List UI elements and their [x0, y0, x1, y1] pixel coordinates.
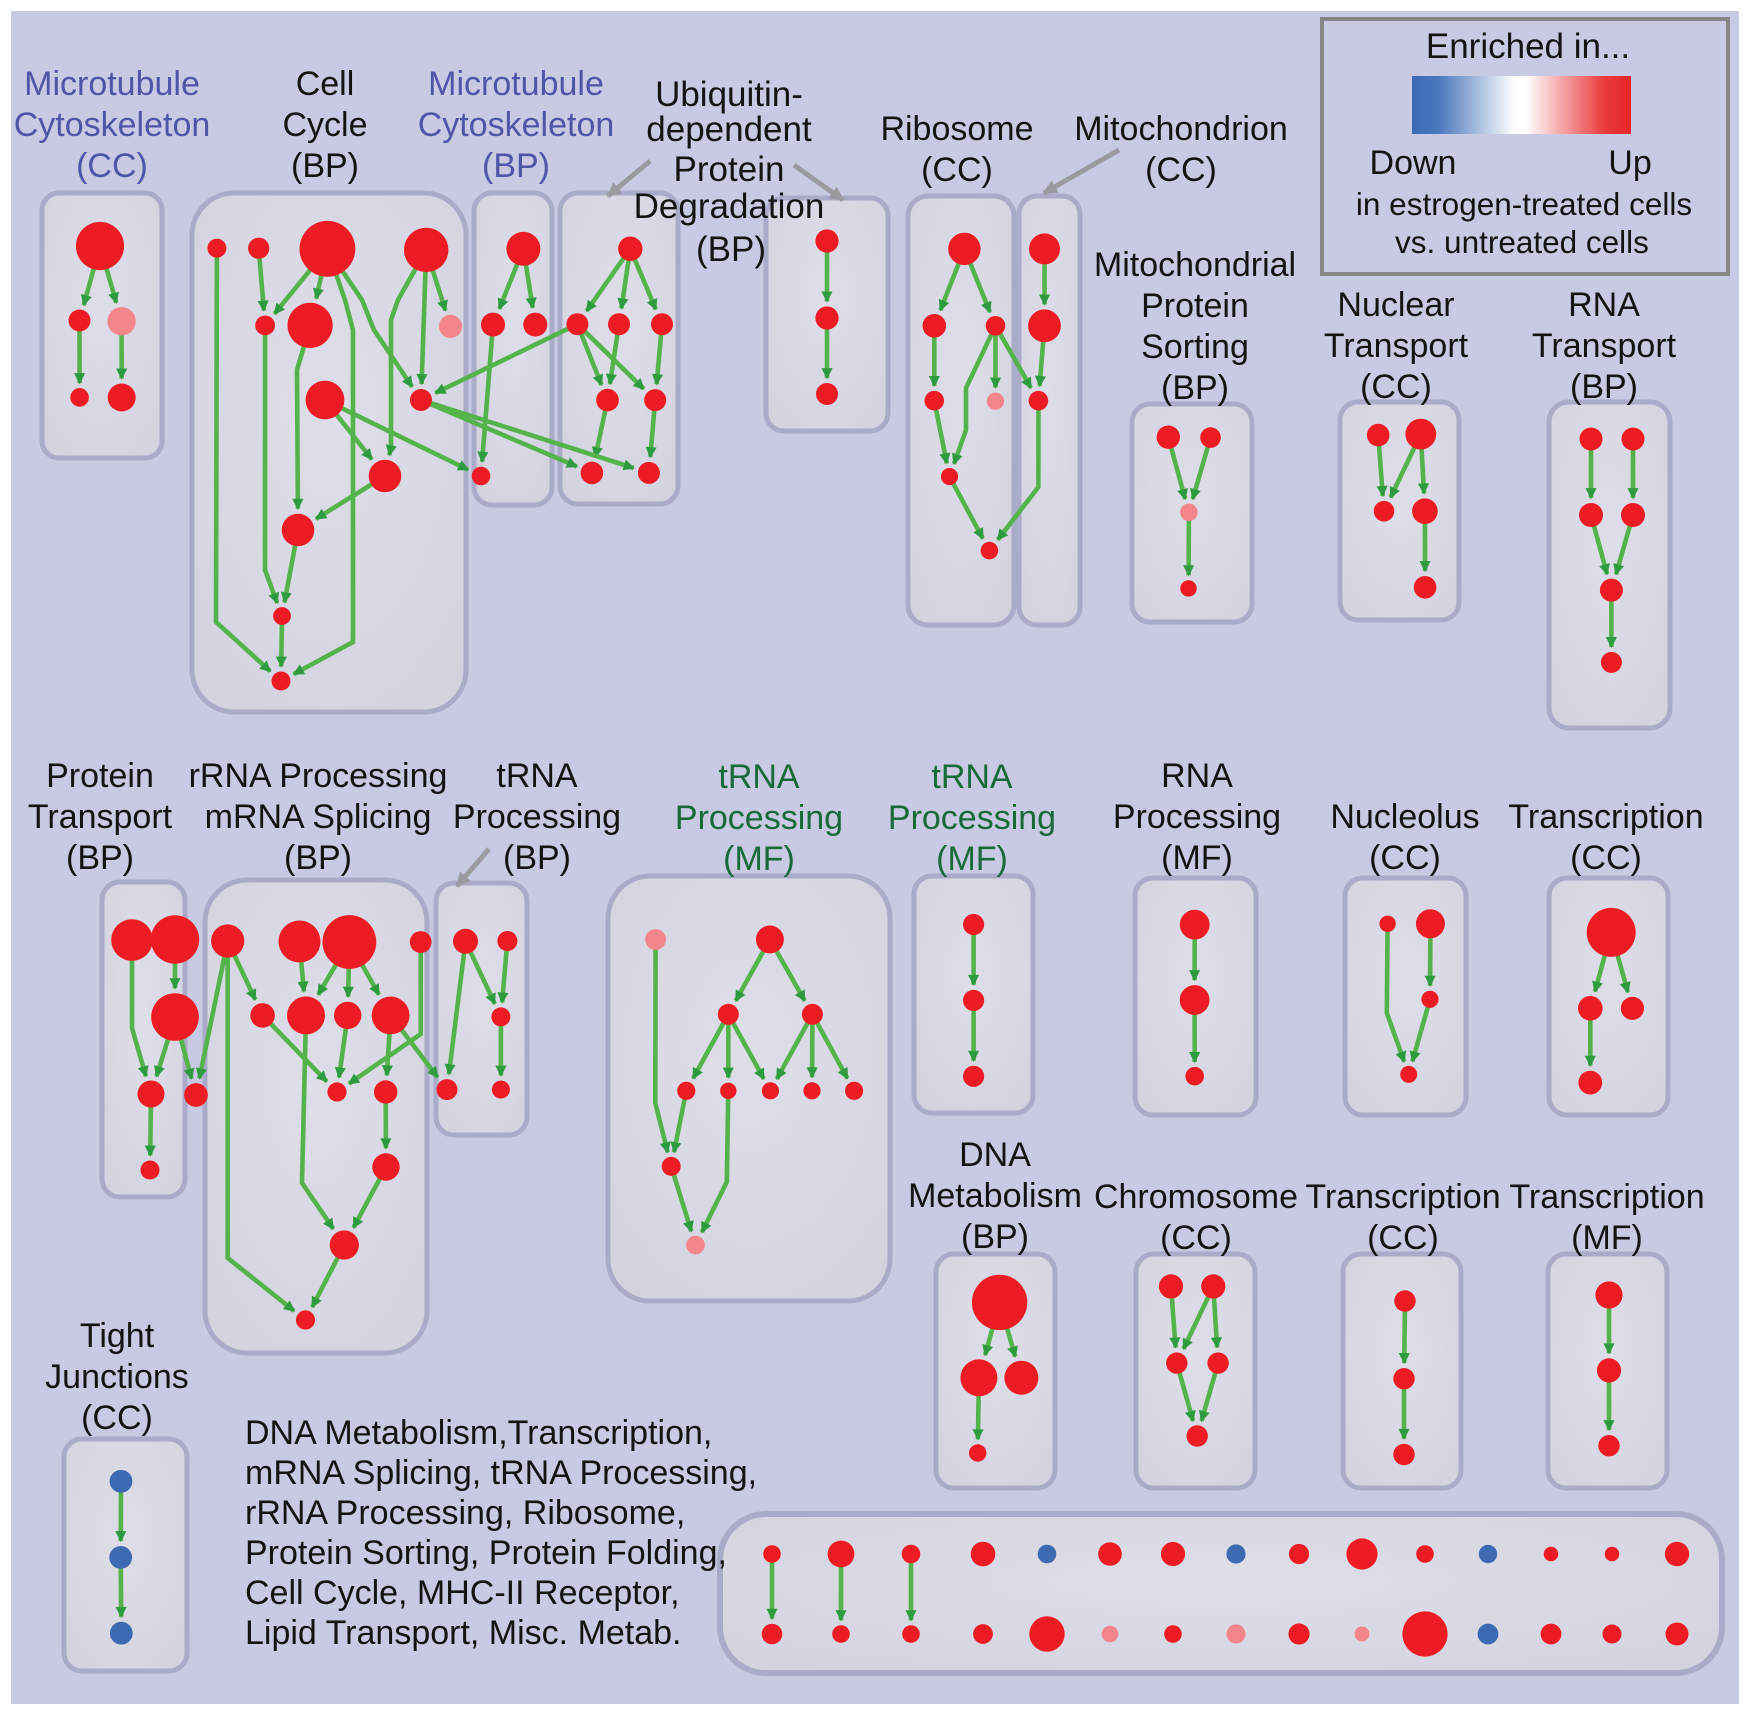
- svg-text:(BP): (BP): [284, 839, 352, 877]
- svg-text:vs. untreated cells: vs. untreated cells: [1395, 224, 1649, 260]
- svg-text:(CC): (CC): [1360, 368, 1432, 406]
- svg-text:(CC): (CC): [81, 1399, 153, 1437]
- svg-text:Degradation: Degradation: [634, 187, 825, 226]
- svg-text:dependent: dependent: [646, 110, 812, 149]
- svg-text:(CC): (CC): [76, 147, 148, 185]
- svg-text:Mitochondrion: Mitochondrion: [1074, 110, 1288, 148]
- svg-text:Cytoskeleton: Cytoskeleton: [14, 106, 211, 144]
- svg-text:Protein Sorting, Protein Foldi: Protein Sorting, Protein Folding,: [245, 1534, 727, 1572]
- svg-text:Processing: Processing: [453, 798, 621, 836]
- svg-text:in estrogen-treated cells: in estrogen-treated cells: [1356, 186, 1692, 222]
- svg-text:Processing: Processing: [1113, 798, 1281, 836]
- svg-text:Protein: Protein: [46, 757, 154, 795]
- svg-text:Processing: Processing: [675, 799, 843, 837]
- svg-text:Ribosome: Ribosome: [880, 110, 1033, 148]
- svg-text:rRNA Processing, Ribosome,: rRNA Processing, Ribosome,: [245, 1494, 685, 1532]
- svg-text:Microtubule: Microtubule: [24, 65, 200, 103]
- svg-text:Transcription: Transcription: [1509, 1178, 1704, 1216]
- svg-text:Cytoskeleton: Cytoskeleton: [418, 106, 615, 144]
- svg-text:DNA: DNA: [959, 1136, 1031, 1174]
- svg-text:(CC): (CC): [1145, 151, 1217, 189]
- svg-text:Protein: Protein: [1141, 287, 1249, 325]
- svg-text:tRNA: tRNA: [496, 757, 578, 795]
- svg-text:tRNA: tRNA: [931, 758, 1013, 796]
- svg-text:(MF): (MF): [1161, 839, 1233, 877]
- svg-text:Transport: Transport: [1324, 327, 1469, 365]
- svg-text:Cycle: Cycle: [282, 106, 367, 144]
- svg-text:rRNA Processing: rRNA Processing: [189, 757, 448, 795]
- svg-text:Transport: Transport: [28, 798, 173, 836]
- svg-text:(BP): (BP): [1161, 369, 1229, 407]
- svg-text:Cell: Cell: [296, 65, 355, 103]
- svg-text:(CC): (CC): [1369, 839, 1441, 877]
- svg-text:Up: Up: [1608, 144, 1651, 182]
- svg-text:(BP): (BP): [503, 839, 571, 877]
- svg-text:Microtubule: Microtubule: [428, 65, 604, 103]
- svg-text:Transcription: Transcription: [1305, 1178, 1500, 1216]
- svg-text:Metabolism: Metabolism: [908, 1177, 1082, 1215]
- svg-text:Enriched in...: Enriched in...: [1426, 27, 1630, 66]
- svg-text:Protein: Protein: [674, 150, 785, 189]
- svg-text:Lipid Transport, Misc. Metab.: Lipid Transport, Misc. Metab.: [245, 1614, 682, 1652]
- svg-text:Cell Cycle, MHC-II Receptor,: Cell Cycle, MHC-II Receptor,: [245, 1574, 680, 1612]
- svg-text:(MF): (MF): [1571, 1219, 1643, 1257]
- svg-text:Chromosome: Chromosome: [1094, 1178, 1298, 1216]
- svg-text:RNA: RNA: [1161, 757, 1233, 795]
- svg-text:(BP): (BP): [66, 839, 134, 877]
- svg-text:Junctions: Junctions: [45, 1358, 189, 1396]
- svg-text:(BP): (BP): [482, 147, 550, 185]
- svg-text:(BP): (BP): [1570, 368, 1638, 406]
- svg-text:(MF): (MF): [723, 840, 795, 878]
- svg-text:DNA Metabolism,Transcription,: DNA Metabolism,Transcription,: [245, 1414, 712, 1452]
- svg-text:(BP): (BP): [961, 1218, 1029, 1256]
- svg-text:Sorting: Sorting: [1141, 328, 1249, 366]
- svg-text:Nucleolus: Nucleolus: [1330, 798, 1479, 836]
- svg-text:Mitochondrial: Mitochondrial: [1094, 246, 1296, 284]
- svg-text:(CC): (CC): [1367, 1219, 1439, 1257]
- svg-text:Transcription: Transcription: [1508, 798, 1703, 836]
- svg-text:Nuclear: Nuclear: [1337, 286, 1454, 324]
- svg-text:Down: Down: [1370, 144, 1457, 182]
- svg-text:RNA: RNA: [1568, 286, 1640, 324]
- svg-text:(MF): (MF): [936, 840, 1008, 878]
- svg-text:mRNA Splicing, tRNA Processing: mRNA Splicing, tRNA Processing,: [245, 1454, 757, 1492]
- svg-text:mRNA Splicing: mRNA Splicing: [205, 798, 432, 836]
- svg-text:(BP): (BP): [291, 147, 359, 185]
- svg-text:Ubiquitin-: Ubiquitin-: [655, 75, 803, 114]
- svg-text:Processing: Processing: [888, 799, 1056, 837]
- svg-text:(BP): (BP): [696, 230, 766, 269]
- svg-text:(CC): (CC): [1570, 839, 1642, 877]
- svg-text:Tight: Tight: [80, 1317, 155, 1355]
- svg-text:Transport: Transport: [1532, 327, 1677, 365]
- svg-text:tRNA: tRNA: [718, 758, 800, 796]
- svg-text:(CC): (CC): [1160, 1219, 1232, 1257]
- svg-text:(CC): (CC): [921, 151, 993, 189]
